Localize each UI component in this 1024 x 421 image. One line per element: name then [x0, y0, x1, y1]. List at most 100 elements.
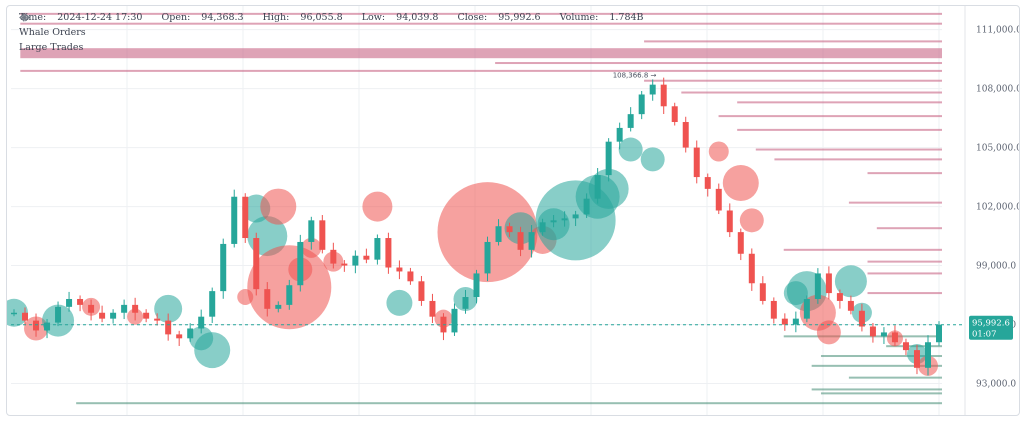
candle-body: [891, 332, 898, 343]
sell-trade-bubble: [722, 164, 759, 201]
price-chart[interactable]: 108,366.8 → 111,000.0108,000.0105,000.01…: [7, 6, 1019, 415]
candle-body: [231, 196, 238, 244]
candle-body: [825, 273, 832, 294]
candle-body: [121, 304, 128, 313]
candle-body: [506, 226, 513, 233]
candle-body: [880, 332, 887, 337]
candle-body: [165, 320, 172, 335]
current-price-label: 95,992.6: [972, 319, 1010, 329]
overlay: 108,366.8 →: [11, 71, 965, 326]
whale-ask-wall: [644, 79, 942, 82]
whale-ask-wall: [20, 12, 943, 15]
time-value: 2024-12-24 17:30: [57, 12, 143, 23]
candle-body: [462, 297, 469, 309]
candle-body: [858, 310, 865, 327]
whale-bid-wall: [820, 355, 942, 358]
buy-trade-bubble: [194, 332, 231, 369]
low-value: 94,039.8: [396, 12, 439, 23]
candle-body: [11, 312, 17, 315]
candle-body: [187, 328, 194, 339]
candle-body: [22, 312, 29, 321]
whale-ask-wall: [20, 22, 943, 25]
eye-icon[interactable]: [19, 14, 104, 53]
candle-body: [627, 114, 634, 128]
candle-body: [572, 214, 579, 219]
candle-body: [385, 238, 392, 268]
sell-trade-bubble: [739, 208, 764, 233]
high-marker-label: 108,366.8 →: [613, 71, 657, 79]
gear-icon[interactable]: [20, 13, 119, 53]
candle-body: [924, 342, 931, 368]
whale-ask-wall: [783, 248, 942, 251]
candle-body: [748, 253, 755, 284]
candle-body: [836, 293, 843, 301]
candle-body: [363, 255, 370, 260]
candle-body: [869, 326, 876, 337]
chart-panel[interactable]: 108,366.8 → 111,000.0 108,000.0 105,000.0 1…: [6, 5, 1020, 416]
whale-ask-wall: [867, 172, 942, 175]
whale-ask-wall: [495, 62, 942, 65]
indicator-name: Large Trades: [19, 42, 84, 53]
candle-body: [352, 255, 359, 266]
candle-body: [341, 263, 348, 266]
sell-trade-bubble: [437, 182, 538, 283]
whale-ask-wall: [867, 292, 942, 295]
candle-body: [594, 175, 601, 199]
whale-ask-wall: [774, 158, 942, 161]
whale-orders-layer: [20, 12, 943, 405]
candle-body: [759, 283, 766, 301]
candle-body: [99, 312, 106, 319]
candle-body: [660, 84, 667, 107]
candle-body: [902, 342, 909, 351]
candle-body: [539, 222, 546, 233]
whale-ask-wall: [848, 201, 942, 204]
whale-bid-wall: [76, 402, 943, 405]
candle-body: [913, 350, 920, 368]
candle-body: [132, 304, 139, 313]
whale-ask-wall: [718, 115, 942, 118]
y-tick-label: 102,000.0: [976, 203, 1019, 213]
candle-body: [209, 291, 216, 317]
legend: Time: 2024-12-24 17:30 Open: 94,368.3 Hi…: [19, 12, 660, 53]
candle-body: [44, 322, 51, 331]
whale-ask-wall: [737, 128, 942, 131]
candle-body: [220, 243, 227, 292]
current-price-tag: [969, 315, 1013, 340]
candle-body: [616, 127, 623, 142]
candle-body: [66, 298, 73, 307]
high-value: 96,055.8: [300, 12, 343, 23]
candle-body: [143, 312, 150, 319]
eye-icon[interactable]: [19, 14, 107, 38]
whale-bid-wall: [848, 376, 942, 379]
whale-ask-wall: [867, 272, 942, 275]
candle-body: [936, 324, 942, 343]
candle-body: [33, 320, 40, 331]
open-value: 94,368.3: [201, 12, 244, 23]
candle-body: [484, 241, 491, 274]
candle-body: [704, 177, 711, 189]
candle-body: [264, 289, 271, 309]
indicator-large-trades: Large Trades: [19, 13, 660, 53]
sell-trade-bubble: [260, 188, 297, 225]
candle-body: [517, 232, 524, 250]
whale-ask-wall: [737, 101, 942, 104]
candle-body: [253, 238, 260, 290]
price-axis[interactable]: 111,000.0 108,000.0 105,000.0 102,000.0 99,0…: [964, 6, 1019, 415]
countdown-label: 01:07: [972, 330, 997, 340]
candle-body: [715, 188, 722, 211]
candle-body: [374, 238, 381, 260]
candle-body: [649, 84, 656, 95]
candle-body: [198, 316, 205, 329]
candle-body: [528, 232, 535, 250]
candle-body: [110, 312, 117, 319]
y-tick-label: 93,000.0: [976, 380, 1016, 390]
sell-trade-bubble: [708, 141, 729, 162]
candle-body: [847, 300, 854, 311]
candle-body: [693, 147, 700, 178]
candle-body: [297, 241, 304, 286]
whale-ask-wall: [20, 48, 943, 59]
whale-ask-wall: [876, 227, 942, 230]
candle-body: [242, 196, 249, 239]
candle-body: [671, 106, 678, 123]
gear-icon[interactable]: [20, 13, 122, 38]
